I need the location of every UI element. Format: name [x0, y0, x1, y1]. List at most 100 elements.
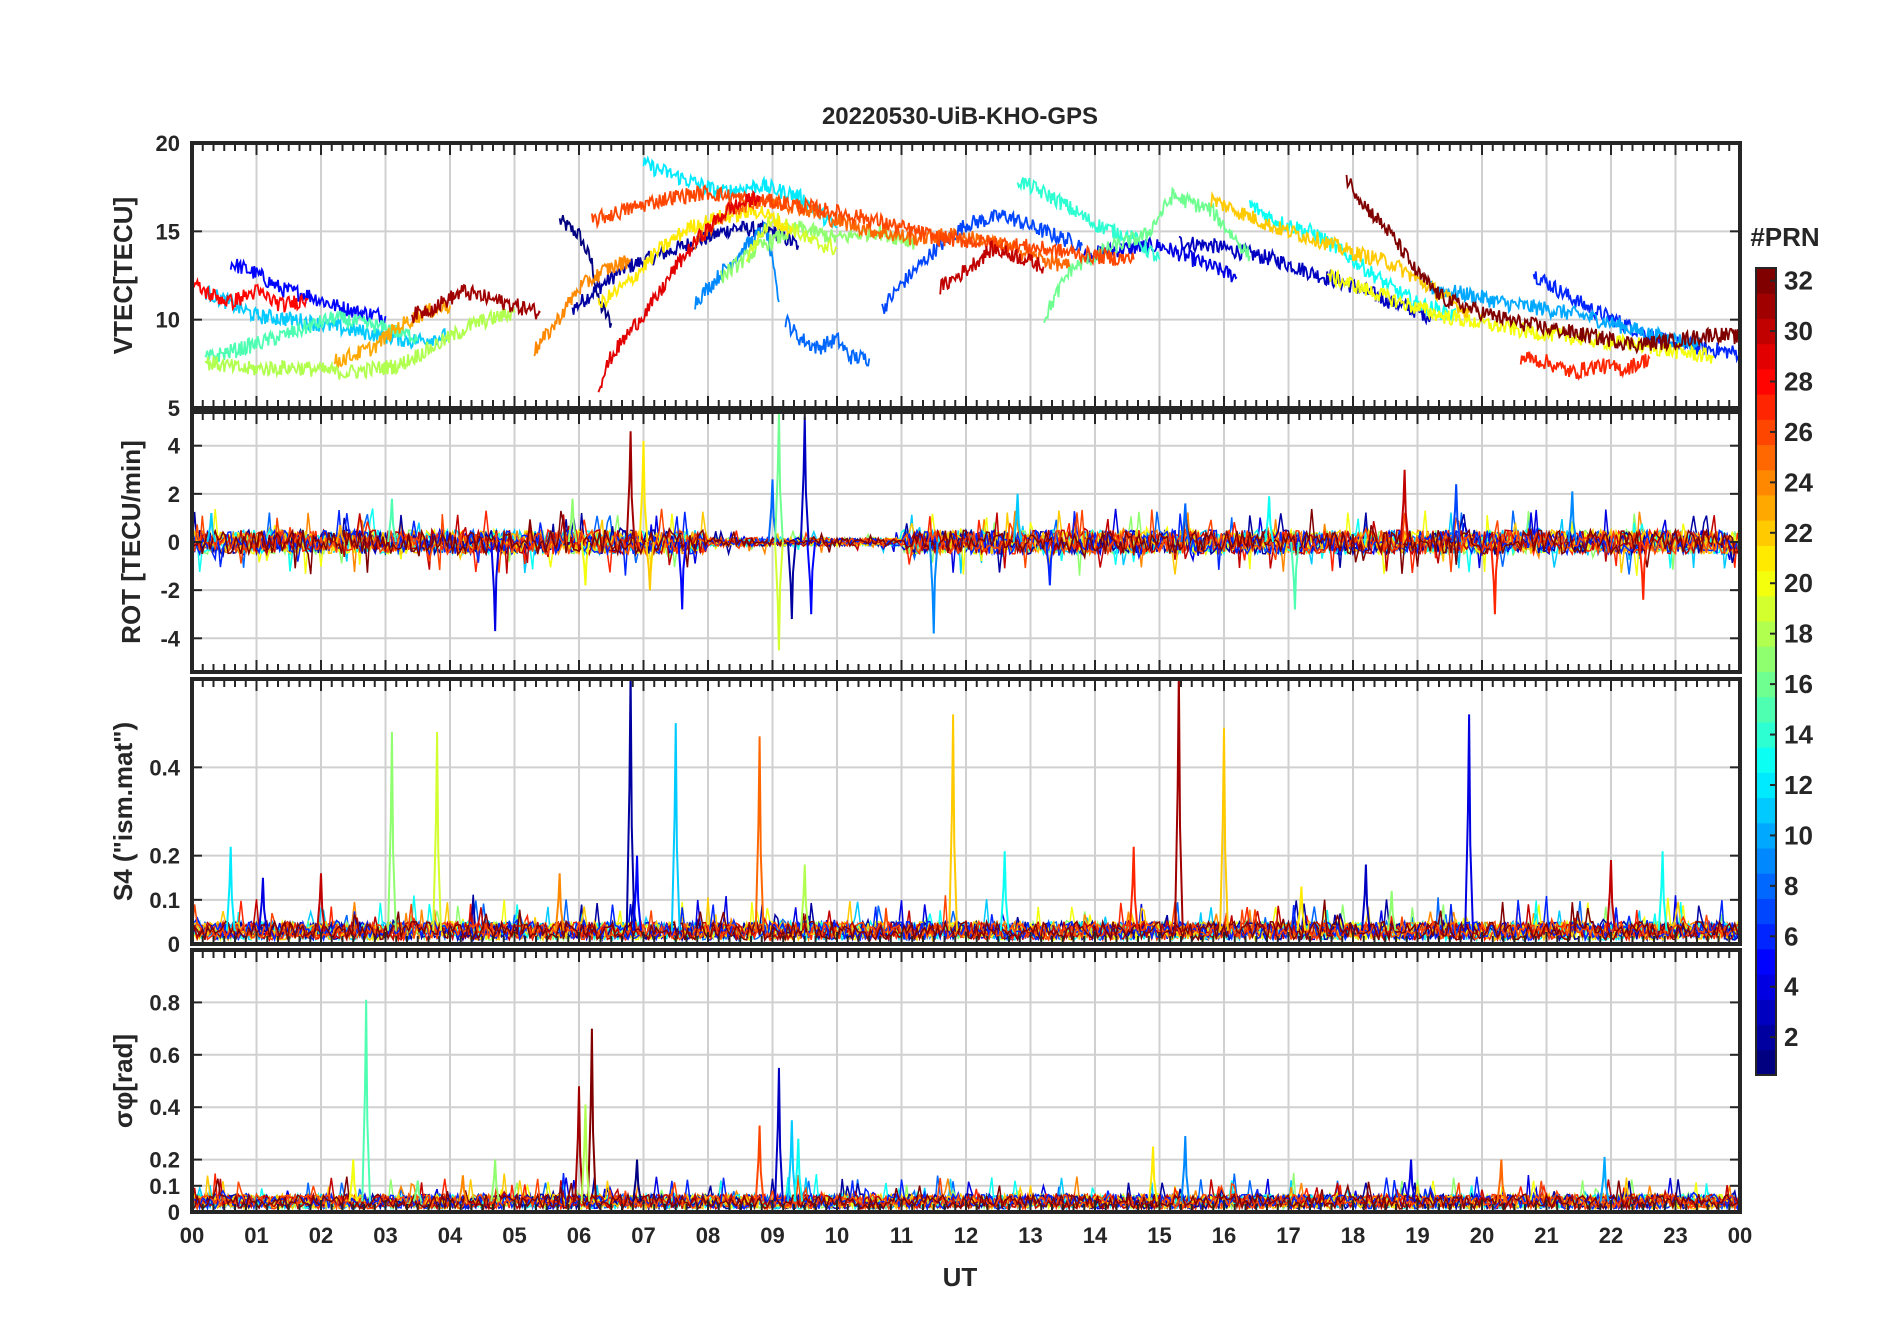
x-tick-label: 21 [1534, 1223, 1558, 1248]
y-tick-label: 0.8 [149, 990, 180, 1015]
series-line-prn-2 [571, 219, 800, 315]
colorbar-tick-label: 18 [1784, 619, 1813, 649]
colorbar-segment [1756, 797, 1776, 824]
colorbar-segment [1756, 621, 1776, 647]
colorbar-segment [1756, 671, 1776, 698]
series-line-prn-28 [192, 276, 309, 313]
colorbar-segment [1756, 520, 1776, 546]
spike-prn-4 [258, 877, 268, 931]
spike-prn-26 [754, 1125, 765, 1202]
spike-prn-12 [225, 846, 236, 931]
spike-prn-15 [1290, 541, 1300, 610]
y-tick-label: -2 [160, 578, 180, 603]
spike-prn-4 [490, 541, 501, 632]
colorbar-tick-label: 10 [1784, 820, 1813, 850]
spike-prn-13 [999, 851, 1010, 931]
x-axis-label: UT [943, 1262, 978, 1292]
spike-prn-1 [632, 1159, 642, 1202]
colorbar-segment [1756, 268, 1776, 294]
y-tick-label: 0 [168, 932, 180, 957]
spike-prn-27 [1638, 541, 1649, 600]
spike-prn-17 [490, 1159, 501, 1202]
colorbar-tick-label: 2 [1784, 1022, 1798, 1052]
spike-prn-4 [1406, 1159, 1416, 1202]
x-tick-label: 18 [1341, 1223, 1365, 1248]
y-tick-label: 0 [168, 1200, 180, 1225]
spike-prn-31 [625, 431, 636, 543]
y-tick-label: 0.2 [149, 844, 180, 869]
y-tick-label: 0.1 [149, 1174, 180, 1199]
y-tick-label: -4 [160, 626, 180, 651]
series-line-prn-21 [597, 203, 793, 309]
colorbar-segment [1756, 343, 1776, 370]
spike-prn-22 [1219, 727, 1229, 931]
x-tick-label: 13 [1018, 1223, 1042, 1248]
colorbar-tick-label: 14 [1784, 720, 1813, 750]
x-tick-label: 08 [696, 1223, 720, 1248]
series-line-prn-31 [410, 283, 541, 324]
series-line-prn-29 [597, 189, 761, 393]
spike-prn-5 [806, 541, 817, 615]
spike-prn-9 [1180, 1135, 1191, 1202]
colorbar-segment [1756, 747, 1776, 773]
x-ticks [191, 143, 1741, 408]
colorbar-tick-label: 28 [1784, 366, 1813, 396]
spike-prn-5 [632, 855, 642, 931]
spike-prn-2 [786, 541, 797, 620]
colorbar-tick-label: 26 [1784, 417, 1813, 447]
y-tick-label: 10 [156, 308, 180, 333]
colorbar-segment [1756, 873, 1776, 899]
x-ticks [191, 950, 1741, 1212]
y-axis-label: VTEC[TECU] [108, 197, 138, 354]
colorbar-segment [1756, 595, 1776, 622]
spike-prn-31 [574, 1086, 584, 1202]
spike-prn-32 [587, 1028, 597, 1202]
spike-prn-10 [1599, 1156, 1610, 1202]
spike-prn-25 [754, 736, 765, 931]
y-tick-label: 0.2 [149, 1148, 180, 1173]
series-line-prn-30 [939, 239, 1045, 295]
spike-prn-13 [793, 1138, 804, 1202]
series-line-prn-18 [204, 304, 516, 381]
colorbar-tick-label: 30 [1784, 316, 1813, 346]
spike-prn-19 [774, 541, 784, 651]
spike-prn-16 [412, 1180, 423, 1202]
colorbar-segment [1756, 419, 1776, 446]
y-axis-label: σφ[rad] [108, 1034, 138, 1128]
colorbar-segment [1756, 948, 1776, 975]
colorbar-tick-label: 20 [1784, 568, 1813, 598]
colorbar-segment [1756, 696, 1776, 723]
x-tick-label: 15 [1147, 1223, 1171, 1248]
grid [192, 679, 1740, 944]
colorbar-segment [1756, 646, 1776, 672]
spike-prn-11 [1012, 493, 1023, 543]
spike-prn-6 [1044, 541, 1055, 586]
x-tick-label: 20 [1470, 1223, 1494, 1248]
x-tick-label: 10 [825, 1223, 849, 1248]
colorbar-segment [1756, 772, 1776, 799]
x-tick-label: 00 [1728, 1223, 1752, 1248]
spike-prn-16 [774, 412, 784, 543]
series-line-prn-22 [1210, 191, 1470, 319]
spike-prn-25 [1496, 1159, 1507, 1202]
spike-prn-19 [432, 731, 442, 931]
y-tick-label: 4 [168, 434, 181, 459]
series-line-prn-32 [1345, 174, 1740, 355]
colorbar-segment [1756, 1049, 1776, 1076]
x-tick-label: 01 [244, 1223, 268, 1248]
grid [192, 950, 1740, 1212]
x-tick-label: 00 [180, 1223, 204, 1248]
spike-prn-31 [1173, 679, 1184, 931]
spike-prn-2 [625, 679, 636, 931]
colorbar-segment [1756, 545, 1776, 572]
spike-prn-27 [1490, 541, 1500, 615]
spike-prn-30 [316, 873, 326, 931]
colorbar-segment [1756, 1024, 1776, 1051]
y-axis-label: ROT [TECU/min] [116, 440, 146, 644]
noise-trace-prn-32 [192, 508, 1740, 575]
panel-1: 5 10 15 20 VTEC[TECU] [108, 131, 1742, 421]
spike-prn-21 [1296, 886, 1307, 931]
